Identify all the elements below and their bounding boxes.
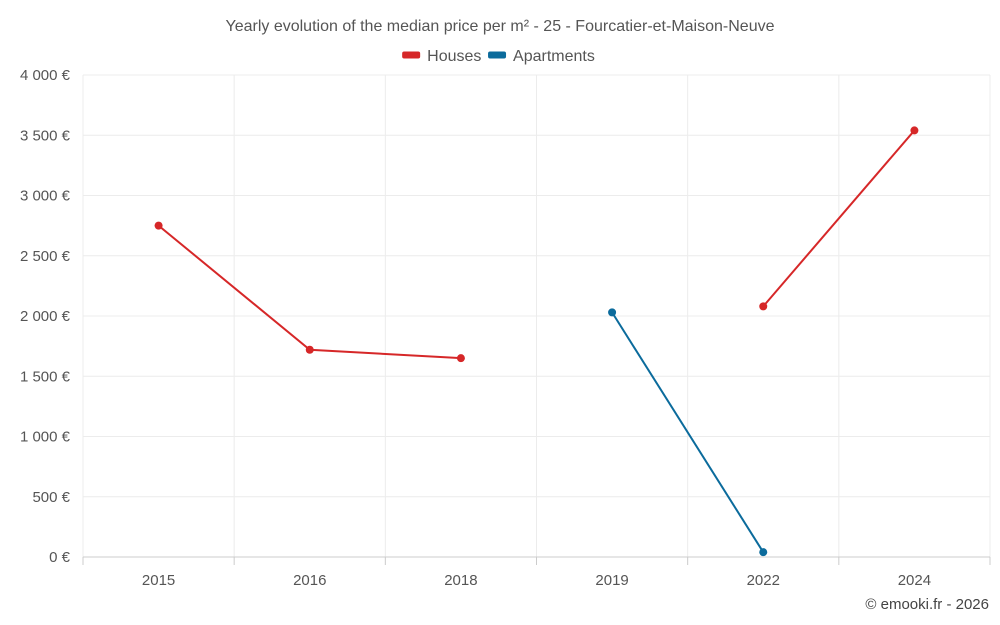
series-line [157,224,461,360]
legend-swatch [488,51,507,59]
data-point[interactable] [910,126,919,135]
data-point[interactable] [759,302,768,311]
legend-item-houses[interactable]: Houses [402,48,481,65]
legend-label: Houses [427,48,481,65]
chart-title: Yearly evolution of the median price per… [226,18,775,35]
data-point[interactable] [154,221,163,230]
y-tick-label: 500 € [32,489,70,506]
y-tick-label: 0 € [49,549,71,566]
y-tick-label: 1 500 € [20,368,71,385]
series-line [611,311,765,553]
x-tick-label: 2022 [747,572,780,589]
series-layer [154,126,919,557]
y-tick-label: 4 000 € [20,67,71,84]
series-line [762,129,916,308]
data-point[interactable] [305,345,314,354]
x-tick-label: 2015 [142,572,175,589]
credit-text: © emooki.fr - 2026 [865,596,989,613]
x-tick-label: 2019 [595,572,628,589]
y-axis: 0 € 500 € 1 000 € 1 500 € 2 000 € 2 500 € 3 00… [20,67,71,566]
data-point[interactable] [759,548,768,557]
legend-label: Apartments [513,48,595,65]
data-point[interactable] [608,308,617,317]
series-apartments [608,308,768,557]
x-tick-label: 2016 [293,572,326,589]
y-tick-label: 3 500 € [20,127,71,144]
x-tick-label: 2024 [898,572,931,589]
grid [82,74,991,558]
legend-swatch [402,51,421,59]
x-tick-label: 2018 [444,572,477,589]
legend: Houses Apartments [402,48,595,65]
y-tick-label: 1 000 € [20,429,71,446]
data-point[interactable] [456,354,465,363]
x-axis: 2015 2016 2018 2019 2022 2024 [82,556,991,589]
y-tick-label: 3 000 € [20,188,71,205]
series-houses [154,126,919,363]
y-tick-label: 2 500 € [20,248,71,265]
legend-item-apartments[interactable]: Apartments [488,48,595,65]
y-tick-label: 2 000 € [20,308,71,325]
